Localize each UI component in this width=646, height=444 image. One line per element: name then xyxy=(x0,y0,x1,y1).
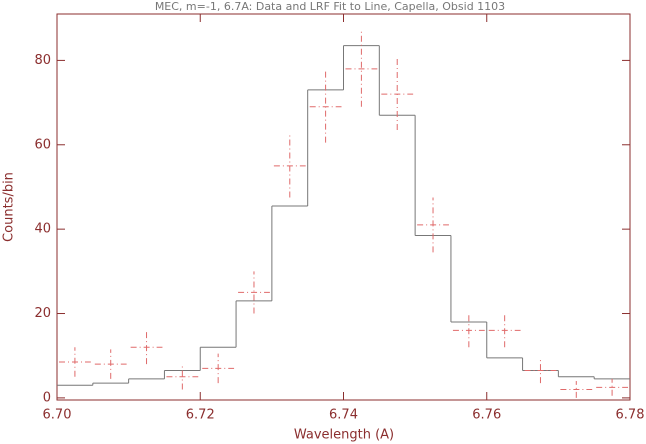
y-axis-label: Counts/bin xyxy=(2,172,17,242)
x-axis-label: Wavelength (A) xyxy=(294,428,394,443)
model-riser xyxy=(92,45,595,386)
x-tick-label: 6.76 xyxy=(472,408,501,423)
y-tick-label: 0 xyxy=(43,390,51,405)
y-tick-label: 80 xyxy=(34,53,51,68)
x-tick-label: 6.74 xyxy=(329,408,358,423)
y-tick-label: 60 xyxy=(34,137,51,152)
x-tick-label: 6.70 xyxy=(43,408,72,423)
x-tick-label: 6.72 xyxy=(186,408,215,423)
chart-title: MEC, m=-1, 6.7A: Data and LRF Fit to Lin… xyxy=(155,0,505,13)
y-tick-label: 20 xyxy=(34,306,51,321)
y-tick-label: 40 xyxy=(34,222,51,237)
x-tick-label: 6.78 xyxy=(616,408,645,423)
